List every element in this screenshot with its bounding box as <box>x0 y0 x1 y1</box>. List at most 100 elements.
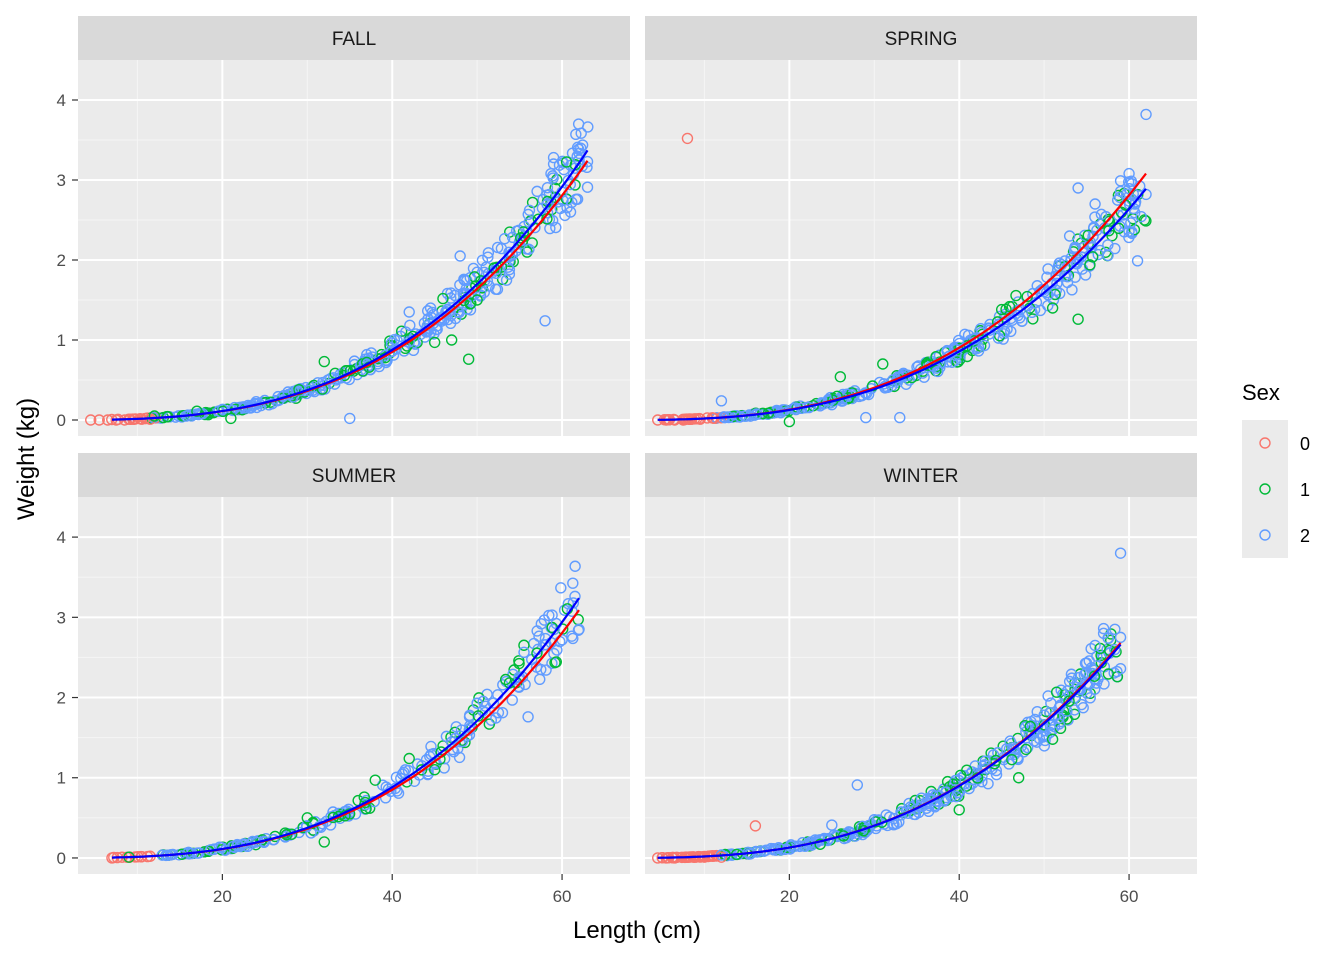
data-point <box>250 401 263 414</box>
legend-symbol-1 <box>1259 483 1271 495</box>
data-point <box>498 232 511 245</box>
x-tick-label: 60 <box>1120 887 1139 906</box>
y-tick-label: 4 <box>57 91 66 110</box>
data-point <box>1010 289 1022 302</box>
facet-strip-label: FALL <box>332 29 376 50</box>
data-point <box>1053 718 1065 730</box>
data-point-sex-2 <box>581 155 594 168</box>
data-point <box>1000 303 1012 315</box>
data-point <box>1058 270 1071 282</box>
data-point <box>1077 701 1089 714</box>
data-point <box>567 577 579 589</box>
data-point-sex-2 <box>1063 230 1076 242</box>
x-tick-label: 40 <box>383 887 402 906</box>
data-point <box>1095 649 1107 662</box>
data-point-sex-2 <box>1140 108 1152 121</box>
data-point-sex-2 <box>1063 675 1076 688</box>
data-point <box>503 268 516 280</box>
data-point <box>1027 313 1039 325</box>
x-axis-title: Length (cm) <box>573 917 701 944</box>
data-point <box>518 220 530 233</box>
data-point-sex-1 <box>953 804 965 816</box>
data-point <box>453 751 466 764</box>
legend-key <box>1242 512 1288 558</box>
panel-summer: SUMMER 0 1 2 3 4 20 40 60 <box>57 453 630 906</box>
data-point <box>961 350 974 363</box>
data-point <box>550 656 562 668</box>
data-point-sex-1 <box>1012 772 1025 784</box>
data-point <box>785 839 797 851</box>
data-point <box>1089 683 1101 695</box>
data-point <box>1087 230 1099 243</box>
legend-key <box>1242 420 1288 466</box>
data-point <box>463 709 476 721</box>
data-point <box>566 147 579 159</box>
y-tick-label: 3 <box>57 608 66 627</box>
data-point <box>1122 176 1135 188</box>
data-point <box>1050 686 1063 698</box>
data-point <box>489 283 502 295</box>
data-point <box>548 647 560 660</box>
data-point <box>1061 276 1074 289</box>
data-point <box>1084 692 1096 704</box>
data-point <box>570 128 582 141</box>
legend-label: 0 <box>1300 434 1310 454</box>
data-point-sex-2 <box>860 411 872 424</box>
data-point <box>404 319 416 332</box>
data-point-sex-2 <box>1114 662 1127 675</box>
data-point-sex-2 <box>1080 657 1093 669</box>
data-point <box>523 204 536 216</box>
data-point <box>1071 258 1083 270</box>
data-point <box>569 590 581 603</box>
data-point <box>1125 217 1137 229</box>
data-point <box>1135 210 1147 223</box>
facet-strip-label: SPRING <box>885 29 958 50</box>
data-point <box>437 292 449 305</box>
data-point-sex-2 <box>826 819 838 831</box>
y-tick-label: 0 <box>57 849 66 868</box>
data-point <box>1095 208 1108 221</box>
data-point-sex-1 <box>318 355 330 368</box>
data-point-sex-2 <box>522 711 534 723</box>
data-point-sex-2 <box>1123 225 1135 237</box>
data-point <box>564 178 576 191</box>
data-point-sex-2 <box>530 661 543 673</box>
facet-strip-label: SUMMER <box>312 466 396 487</box>
data-point <box>1006 753 1018 766</box>
data-point <box>946 356 958 368</box>
data-point <box>569 560 581 572</box>
data-point <box>422 305 434 317</box>
data-point-sex-0 <box>715 851 728 863</box>
data-point <box>476 254 489 266</box>
data-point-sex-2 <box>1038 709 1050 721</box>
data-point <box>1068 704 1081 716</box>
data-point <box>478 286 490 299</box>
data-point-sex-0 <box>93 414 105 426</box>
data-point <box>1011 752 1024 764</box>
data-point <box>495 261 508 273</box>
data-point <box>1091 650 1103 662</box>
y-tick-label: 2 <box>57 689 66 708</box>
data-point <box>1109 242 1121 255</box>
data-point-sex-2 <box>454 250 466 262</box>
data-point <box>1003 300 1016 313</box>
data-point <box>831 390 843 402</box>
data-point <box>531 625 543 637</box>
data-point <box>1084 236 1097 249</box>
data-point <box>926 794 938 807</box>
data-point <box>1054 287 1066 300</box>
data-point <box>517 226 530 238</box>
data-point <box>497 679 509 691</box>
y-tick-label: 1 <box>57 331 66 350</box>
data-point <box>1005 325 1017 338</box>
data-point-sex-1 <box>1072 313 1084 325</box>
data-point <box>1114 191 1126 204</box>
data-point <box>1108 643 1121 656</box>
data-point <box>490 712 502 724</box>
legend-label: 2 <box>1300 526 1310 546</box>
data-point-sex-1 <box>369 774 381 786</box>
data-point <box>506 694 518 706</box>
data-point <box>814 838 826 850</box>
data-point-sex-1 <box>462 353 475 365</box>
data-point <box>446 743 459 756</box>
